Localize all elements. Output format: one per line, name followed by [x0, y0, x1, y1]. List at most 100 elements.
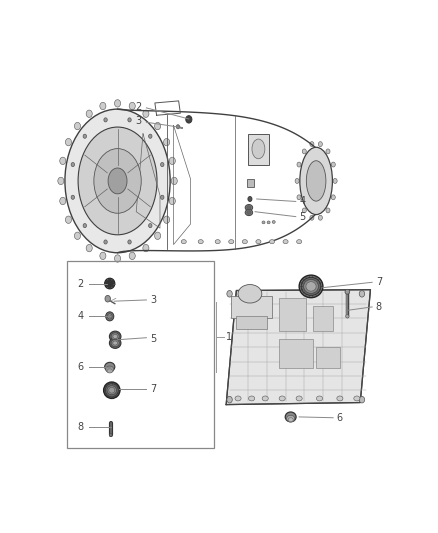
Ellipse shape [318, 142, 322, 147]
Ellipse shape [100, 102, 106, 110]
Ellipse shape [169, 157, 175, 165]
Text: 8: 8 [77, 422, 83, 432]
Ellipse shape [272, 221, 275, 223]
Ellipse shape [252, 139, 265, 159]
Ellipse shape [235, 396, 241, 401]
Bar [316, 347, 340, 368]
Bar [237, 317, 267, 329]
Ellipse shape [65, 109, 170, 253]
Ellipse shape [331, 162, 336, 167]
Bar [313, 306, 333, 330]
Ellipse shape [354, 396, 360, 401]
Ellipse shape [161, 195, 164, 199]
Ellipse shape [227, 397, 232, 403]
Text: 2: 2 [135, 102, 141, 112]
Ellipse shape [181, 240, 186, 244]
Ellipse shape [359, 397, 365, 403]
Ellipse shape [245, 209, 253, 216]
Ellipse shape [109, 315, 111, 318]
Ellipse shape [104, 382, 120, 399]
Ellipse shape [318, 215, 322, 220]
Ellipse shape [106, 366, 114, 373]
Ellipse shape [60, 157, 66, 165]
Ellipse shape [267, 221, 270, 224]
Ellipse shape [262, 221, 265, 224]
Ellipse shape [279, 396, 285, 401]
Text: 4: 4 [77, 311, 83, 321]
Ellipse shape [302, 208, 306, 213]
Ellipse shape [100, 252, 106, 260]
Ellipse shape [333, 179, 337, 183]
Ellipse shape [306, 161, 326, 201]
Ellipse shape [346, 314, 349, 318]
Ellipse shape [326, 208, 330, 213]
Ellipse shape [128, 118, 131, 122]
Ellipse shape [300, 147, 332, 215]
Ellipse shape [78, 127, 157, 235]
Ellipse shape [247, 211, 251, 214]
Ellipse shape [107, 314, 112, 319]
Ellipse shape [297, 240, 302, 244]
Ellipse shape [337, 396, 343, 401]
Ellipse shape [155, 123, 161, 130]
Ellipse shape [104, 118, 107, 122]
Ellipse shape [143, 110, 149, 117]
Ellipse shape [215, 240, 220, 244]
Ellipse shape [107, 386, 117, 395]
Text: 6: 6 [77, 362, 83, 372]
Ellipse shape [283, 240, 288, 244]
Ellipse shape [229, 240, 234, 244]
Text: 5: 5 [300, 212, 306, 222]
Ellipse shape [148, 223, 152, 228]
Ellipse shape [113, 341, 117, 345]
Ellipse shape [299, 275, 323, 298]
Ellipse shape [106, 280, 113, 287]
Ellipse shape [163, 216, 170, 223]
Ellipse shape [242, 240, 247, 244]
Ellipse shape [129, 252, 135, 260]
Ellipse shape [310, 142, 314, 147]
Ellipse shape [148, 134, 152, 138]
Text: 3: 3 [150, 295, 156, 305]
Text: 2: 2 [77, 279, 83, 288]
Ellipse shape [247, 206, 251, 209]
Text: 6: 6 [337, 413, 343, 423]
Ellipse shape [304, 279, 318, 293]
Ellipse shape [110, 331, 121, 342]
Bar [248, 134, 268, 165]
Ellipse shape [285, 412, 296, 422]
Text: 5: 5 [150, 334, 156, 344]
Bar [67, 261, 214, 448]
Ellipse shape [163, 139, 170, 146]
Text: 3: 3 [135, 116, 141, 126]
Ellipse shape [262, 396, 268, 401]
Text: 4: 4 [300, 197, 306, 206]
Ellipse shape [310, 215, 314, 220]
Ellipse shape [105, 278, 115, 289]
Ellipse shape [269, 240, 275, 244]
Ellipse shape [128, 240, 131, 244]
Ellipse shape [227, 290, 232, 297]
Ellipse shape [74, 123, 81, 130]
Ellipse shape [111, 333, 119, 340]
Ellipse shape [155, 232, 161, 239]
Ellipse shape [256, 240, 261, 244]
Text: 7: 7 [150, 384, 156, 394]
Ellipse shape [105, 384, 118, 397]
Ellipse shape [111, 340, 119, 347]
Ellipse shape [114, 100, 120, 107]
Polygon shape [226, 290, 371, 405]
Ellipse shape [238, 285, 262, 303]
Ellipse shape [106, 312, 114, 321]
Ellipse shape [94, 149, 141, 213]
Ellipse shape [301, 277, 321, 295]
Ellipse shape [248, 197, 252, 201]
Ellipse shape [58, 177, 64, 184]
Ellipse shape [297, 195, 301, 200]
Ellipse shape [143, 245, 149, 252]
Ellipse shape [326, 149, 330, 154]
Ellipse shape [296, 396, 302, 401]
Ellipse shape [161, 163, 164, 167]
Ellipse shape [249, 396, 254, 401]
Ellipse shape [331, 195, 336, 200]
